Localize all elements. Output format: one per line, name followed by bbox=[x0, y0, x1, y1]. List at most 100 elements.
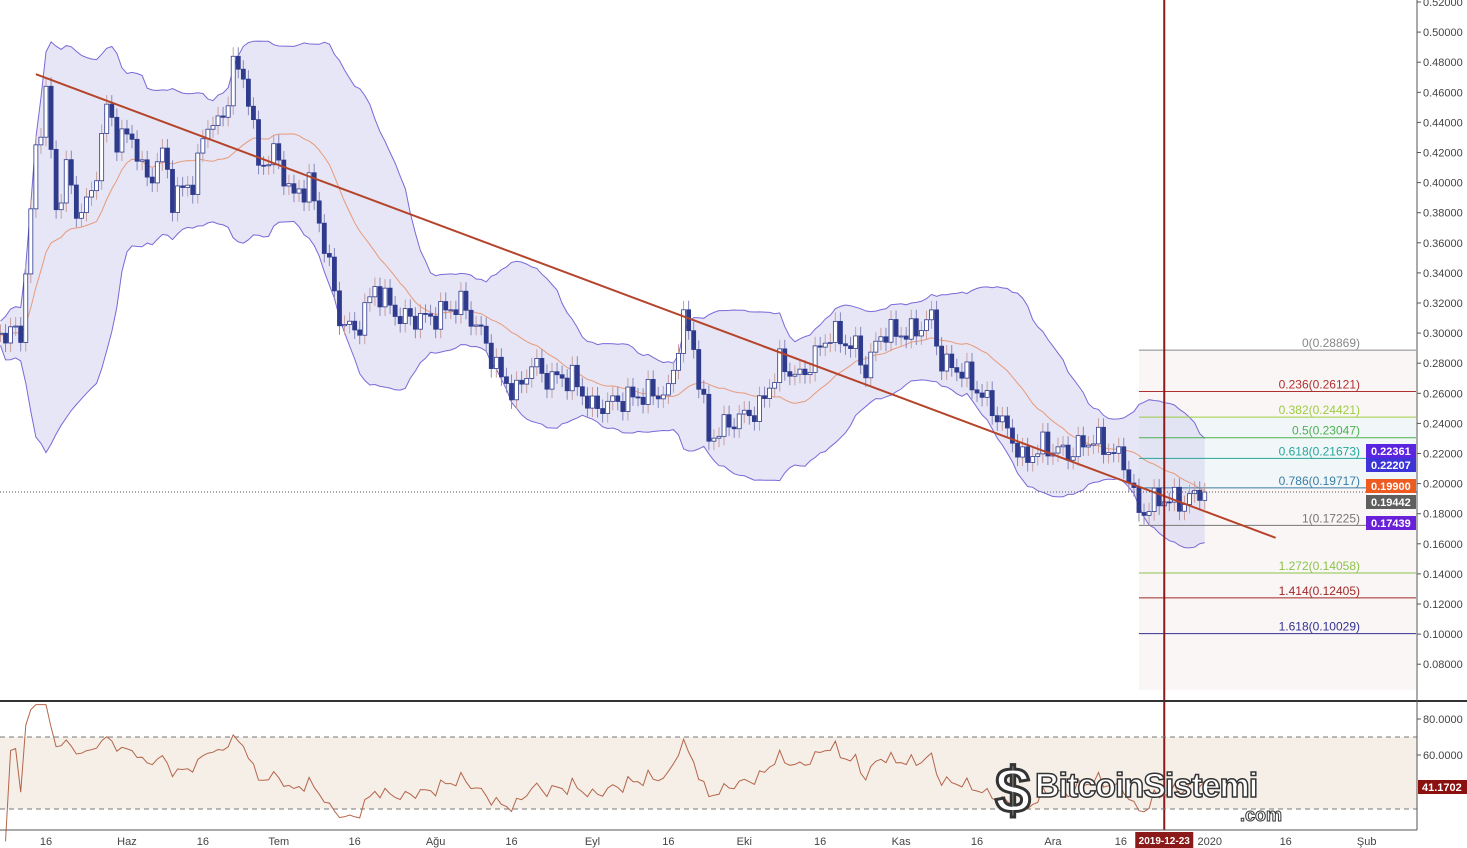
candle[interactable] bbox=[999, 406, 1005, 431]
candle[interactable] bbox=[681, 300, 686, 363]
candle[interactable] bbox=[655, 386, 661, 408]
candle[interactable] bbox=[1177, 478, 1182, 521]
candle[interactable] bbox=[741, 401, 747, 424]
candle[interactable] bbox=[412, 307, 418, 339]
candle[interactable] bbox=[554, 362, 560, 384]
candle[interactable] bbox=[620, 392, 626, 421]
candle[interactable] bbox=[665, 374, 671, 405]
candle[interactable] bbox=[954, 358, 960, 382]
candle[interactable] bbox=[676, 344, 681, 380]
candle[interactable] bbox=[701, 380, 707, 404]
candle[interactable] bbox=[448, 300, 454, 320]
candle[interactable] bbox=[433, 307, 439, 339]
candle[interactable] bbox=[316, 191, 322, 233]
candle[interactable] bbox=[579, 377, 585, 406]
candle[interactable] bbox=[660, 385, 666, 408]
candle[interactable] bbox=[321, 214, 327, 263]
candle[interactable] bbox=[185, 176, 191, 197]
candle[interactable] bbox=[119, 119, 125, 162]
candle[interactable] bbox=[792, 365, 798, 386]
candle[interactable] bbox=[165, 139, 170, 179]
candle[interactable] bbox=[418, 304, 423, 339]
candle[interactable] bbox=[1171, 478, 1177, 512]
candle[interactable] bbox=[716, 427, 722, 448]
candle[interactable] bbox=[888, 310, 894, 352]
candle[interactable] bbox=[1040, 423, 1046, 463]
candle[interactable] bbox=[1116, 437, 1122, 463]
candle[interactable] bbox=[1111, 443, 1117, 463]
candle[interactable] bbox=[1166, 492, 1172, 512]
candle[interactable] bbox=[230, 47, 236, 115]
candle[interactable] bbox=[407, 299, 413, 326]
candle[interactable] bbox=[802, 360, 808, 384]
candle[interactable] bbox=[1055, 437, 1061, 463]
candle[interactable] bbox=[817, 336, 823, 357]
candle[interactable] bbox=[149, 168, 155, 192]
candle[interactable] bbox=[843, 334, 848, 355]
candle[interactable] bbox=[463, 282, 469, 320]
candle[interactable] bbox=[812, 336, 818, 382]
candle[interactable] bbox=[1030, 447, 1036, 472]
candle[interactable] bbox=[352, 312, 358, 339]
candle[interactable] bbox=[929, 300, 934, 329]
candle[interactable] bbox=[1025, 437, 1031, 472]
candle[interactable] bbox=[989, 381, 995, 425]
candle[interactable] bbox=[84, 188, 89, 222]
candle[interactable] bbox=[822, 334, 828, 357]
candle[interactable] bbox=[104, 95, 110, 143]
candle[interactable] bbox=[746, 401, 752, 425]
candle[interactable] bbox=[787, 362, 793, 386]
candle[interactable] bbox=[175, 176, 180, 222]
candle[interactable] bbox=[1106, 443, 1111, 464]
candle[interactable] bbox=[483, 317, 489, 353]
candle[interactable] bbox=[443, 292, 449, 320]
candle[interactable] bbox=[858, 326, 864, 375]
candle[interactable] bbox=[58, 193, 64, 219]
candle[interactable] bbox=[68, 150, 74, 195]
candle[interactable] bbox=[276, 134, 282, 170]
candle[interactable] bbox=[994, 406, 1000, 431]
candle[interactable] bbox=[357, 320, 363, 345]
candle[interactable] bbox=[605, 392, 611, 423]
candle[interactable] bbox=[635, 387, 641, 407]
candle[interactable] bbox=[144, 150, 150, 187]
candle[interactable] bbox=[3, 324, 8, 353]
candle[interactable] bbox=[286, 174, 292, 196]
candle[interactable] bbox=[979, 383, 985, 407]
candle[interactable] bbox=[458, 282, 464, 324]
candle[interactable] bbox=[1197, 481, 1203, 510]
candle[interactable] bbox=[8, 317, 13, 353]
candle[interactable] bbox=[691, 321, 697, 359]
candle[interactable] bbox=[564, 369, 570, 400]
candle[interactable] bbox=[493, 348, 499, 378]
candle[interactable] bbox=[600, 399, 605, 423]
candle[interactable] bbox=[498, 348, 504, 386]
candle[interactable] bbox=[696, 340, 702, 399]
candle[interactable] bbox=[848, 336, 853, 358]
candle[interactable] bbox=[225, 96, 231, 127]
candle[interactable] bbox=[89, 181, 94, 207]
candle[interactable] bbox=[79, 203, 84, 228]
candle[interactable] bbox=[423, 304, 428, 323]
candle[interactable] bbox=[301, 179, 307, 212]
candle[interactable] bbox=[726, 405, 732, 437]
candle[interactable] bbox=[549, 362, 555, 399]
candle[interactable] bbox=[944, 345, 950, 381]
candle[interactable] bbox=[1202, 482, 1208, 510]
candle[interactable] bbox=[574, 356, 580, 396]
candle[interactable] bbox=[1121, 437, 1127, 479]
candle[interactable] bbox=[964, 352, 970, 388]
candle[interactable] bbox=[984, 381, 990, 407]
candle[interactable] bbox=[1060, 436, 1066, 456]
candle[interactable] bbox=[23, 264, 29, 352]
candle[interactable] bbox=[377, 277, 383, 316]
candle[interactable] bbox=[706, 385, 712, 451]
candle[interactable] bbox=[245, 70, 251, 116]
candle[interactable] bbox=[114, 108, 120, 162]
candle[interactable] bbox=[509, 374, 514, 409]
candle[interactable] bbox=[94, 171, 99, 200]
candle[interactable] bbox=[266, 155, 272, 175]
candle[interactable] bbox=[903, 326, 909, 349]
candle[interactable] bbox=[134, 130, 140, 171]
